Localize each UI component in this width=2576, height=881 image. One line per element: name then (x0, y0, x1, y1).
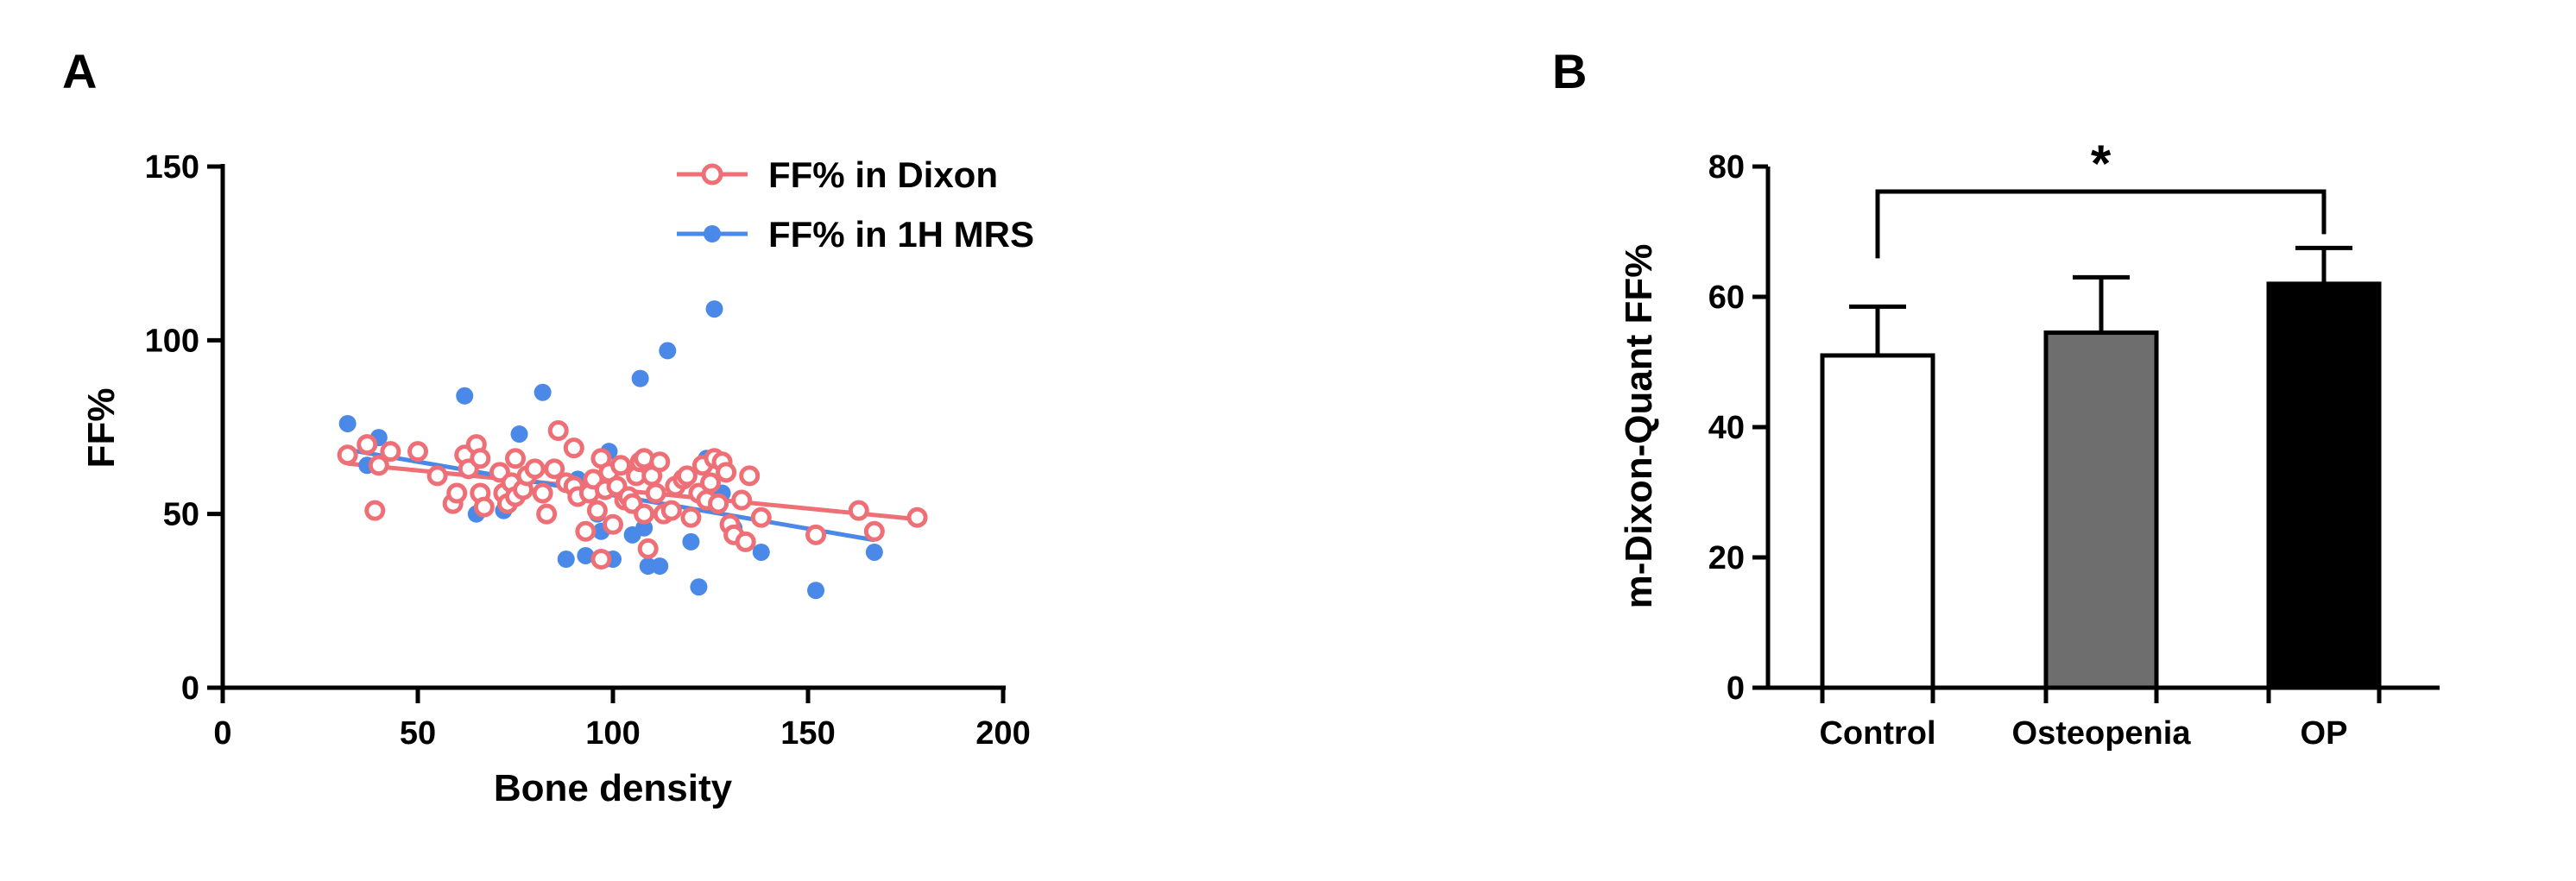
legend-dixon-marker (701, 163, 723, 186)
dixon-point (505, 448, 526, 469)
mrs-point (534, 383, 552, 401)
dixon-point (863, 520, 885, 542)
panel-b: B 0 20 40 60 80 Control Osteopenia OP m-Dixon-… (1552, 44, 2440, 752)
bar-bars (1820, 245, 2382, 703)
mrs-point (807, 582, 825, 600)
dixon-point (563, 437, 584, 459)
dixon-point (603, 513, 623, 535)
mrs-point (456, 387, 474, 405)
scatter-x-tick-label: 0 (213, 715, 231, 752)
dixon-point (680, 507, 702, 528)
legend-mrs-marker (704, 225, 721, 242)
mrs-point (659, 342, 677, 360)
dixon-point (649, 451, 671, 473)
bar-y-ticks: 0 20 40 60 80 (1708, 149, 1768, 707)
mrs-point (705, 300, 723, 318)
bar-y-tick-label: 60 (1708, 280, 1745, 316)
control-bar (1820, 353, 1935, 690)
mrs-point (865, 543, 883, 561)
dixon-point (407, 441, 428, 463)
dixon-point (364, 500, 386, 521)
osteopenia-bar (2043, 330, 2159, 690)
dixon-point (716, 462, 737, 483)
legend-mrs-label: FF% in 1H MRS (768, 214, 1034, 255)
scatter-legend: FF% in Dixon FF% in 1H MRS (677, 154, 1034, 255)
dixon-point (676, 465, 698, 487)
dixon-point (337, 444, 358, 466)
scatter-points-dixon (337, 420, 928, 570)
bar-y-tick-label: 0 (1727, 670, 1745, 707)
dixon-point (708, 493, 729, 514)
osteopenia-category-label: Osteopenia (2012, 715, 2192, 752)
dixon-point (735, 531, 756, 552)
dixon-point (590, 549, 612, 570)
bar-y-tick-label: 80 (1708, 149, 1745, 186)
dixon-point (610, 455, 632, 476)
mrs-point (651, 557, 669, 576)
significance-annotation: * (1875, 135, 2327, 259)
op-category-label: OP (2301, 715, 2348, 752)
mrs-point (338, 414, 357, 432)
dixon-point (380, 441, 401, 463)
mrs-point (557, 551, 575, 569)
dixon-point (532, 482, 553, 504)
scatter-y-ticks: 0 50 100 150 (145, 149, 223, 707)
bar-y-axis-title: m-Dixon-Quant FF% (1618, 244, 1660, 609)
op-bar (2266, 281, 2382, 690)
scatter-x-tick-label: 50 (400, 715, 436, 752)
legend-dixon-label: FF% in Dixon (768, 154, 998, 195)
scatter-y-tick-label: 150 (145, 149, 199, 186)
dixon-point (544, 458, 565, 480)
panel-a: A 0 50 100 150 0 50 100 150 200 Bone density FF… (62, 44, 1034, 809)
panel-b-label: B (1552, 44, 1587, 98)
significance-bracket (1875, 189, 2327, 259)
dixon-point (470, 448, 491, 469)
scatter-x-tick-label: 100 (585, 715, 640, 752)
dixon-point (731, 489, 753, 511)
scatter-x-tick-label: 150 (780, 715, 835, 752)
mrs-point (752, 543, 770, 561)
dixon-point (637, 538, 659, 559)
panel-a-label: A (62, 44, 97, 98)
dixon-point (524, 458, 546, 480)
scatter-x-ticks: 0 50 100 150 200 (213, 688, 1031, 752)
dixon-point (660, 500, 682, 521)
dixon-point (805, 524, 827, 545)
mrs-point (690, 578, 708, 596)
dixon-point (634, 503, 655, 525)
dixon-point (700, 472, 721, 494)
bar-category-labels: Control Osteopenia OP (1819, 715, 2347, 752)
scatter-y-tick-label: 100 (145, 323, 199, 359)
mrs-point (577, 546, 595, 564)
dixon-point (906, 507, 928, 528)
control-category-label: Control (1819, 715, 1935, 752)
bar-y-tick-label: 20 (1708, 540, 1745, 576)
dixon-point (547, 420, 569, 442)
dixon-point (750, 507, 772, 528)
scatter-y-axis-title: FF% (80, 388, 123, 469)
dixon-point (645, 482, 666, 504)
mrs-point (510, 425, 528, 444)
scatter-y-tick-label: 0 (181, 670, 199, 707)
mrs-point (682, 532, 700, 551)
dixon-point (848, 500, 869, 521)
dixon-point (473, 496, 495, 518)
scatter-x-axis-title: Bone density (494, 767, 733, 809)
dixon-point (586, 500, 608, 521)
mrs-point (631, 369, 649, 387)
scatter-x-tick-label: 200 (975, 715, 1030, 752)
dixon-point (536, 503, 558, 525)
dixon-point (368, 455, 389, 476)
mrs-point (635, 519, 653, 537)
significance-star: * (2091, 135, 2112, 192)
dixon-point (446, 482, 468, 504)
bar-y-tick-label: 40 (1708, 410, 1745, 446)
dixon-point (357, 434, 378, 456)
dixon-point (575, 520, 597, 542)
scatter-y-tick-label: 50 (163, 497, 199, 533)
dixon-point (739, 465, 761, 487)
dixon-point (426, 465, 448, 487)
